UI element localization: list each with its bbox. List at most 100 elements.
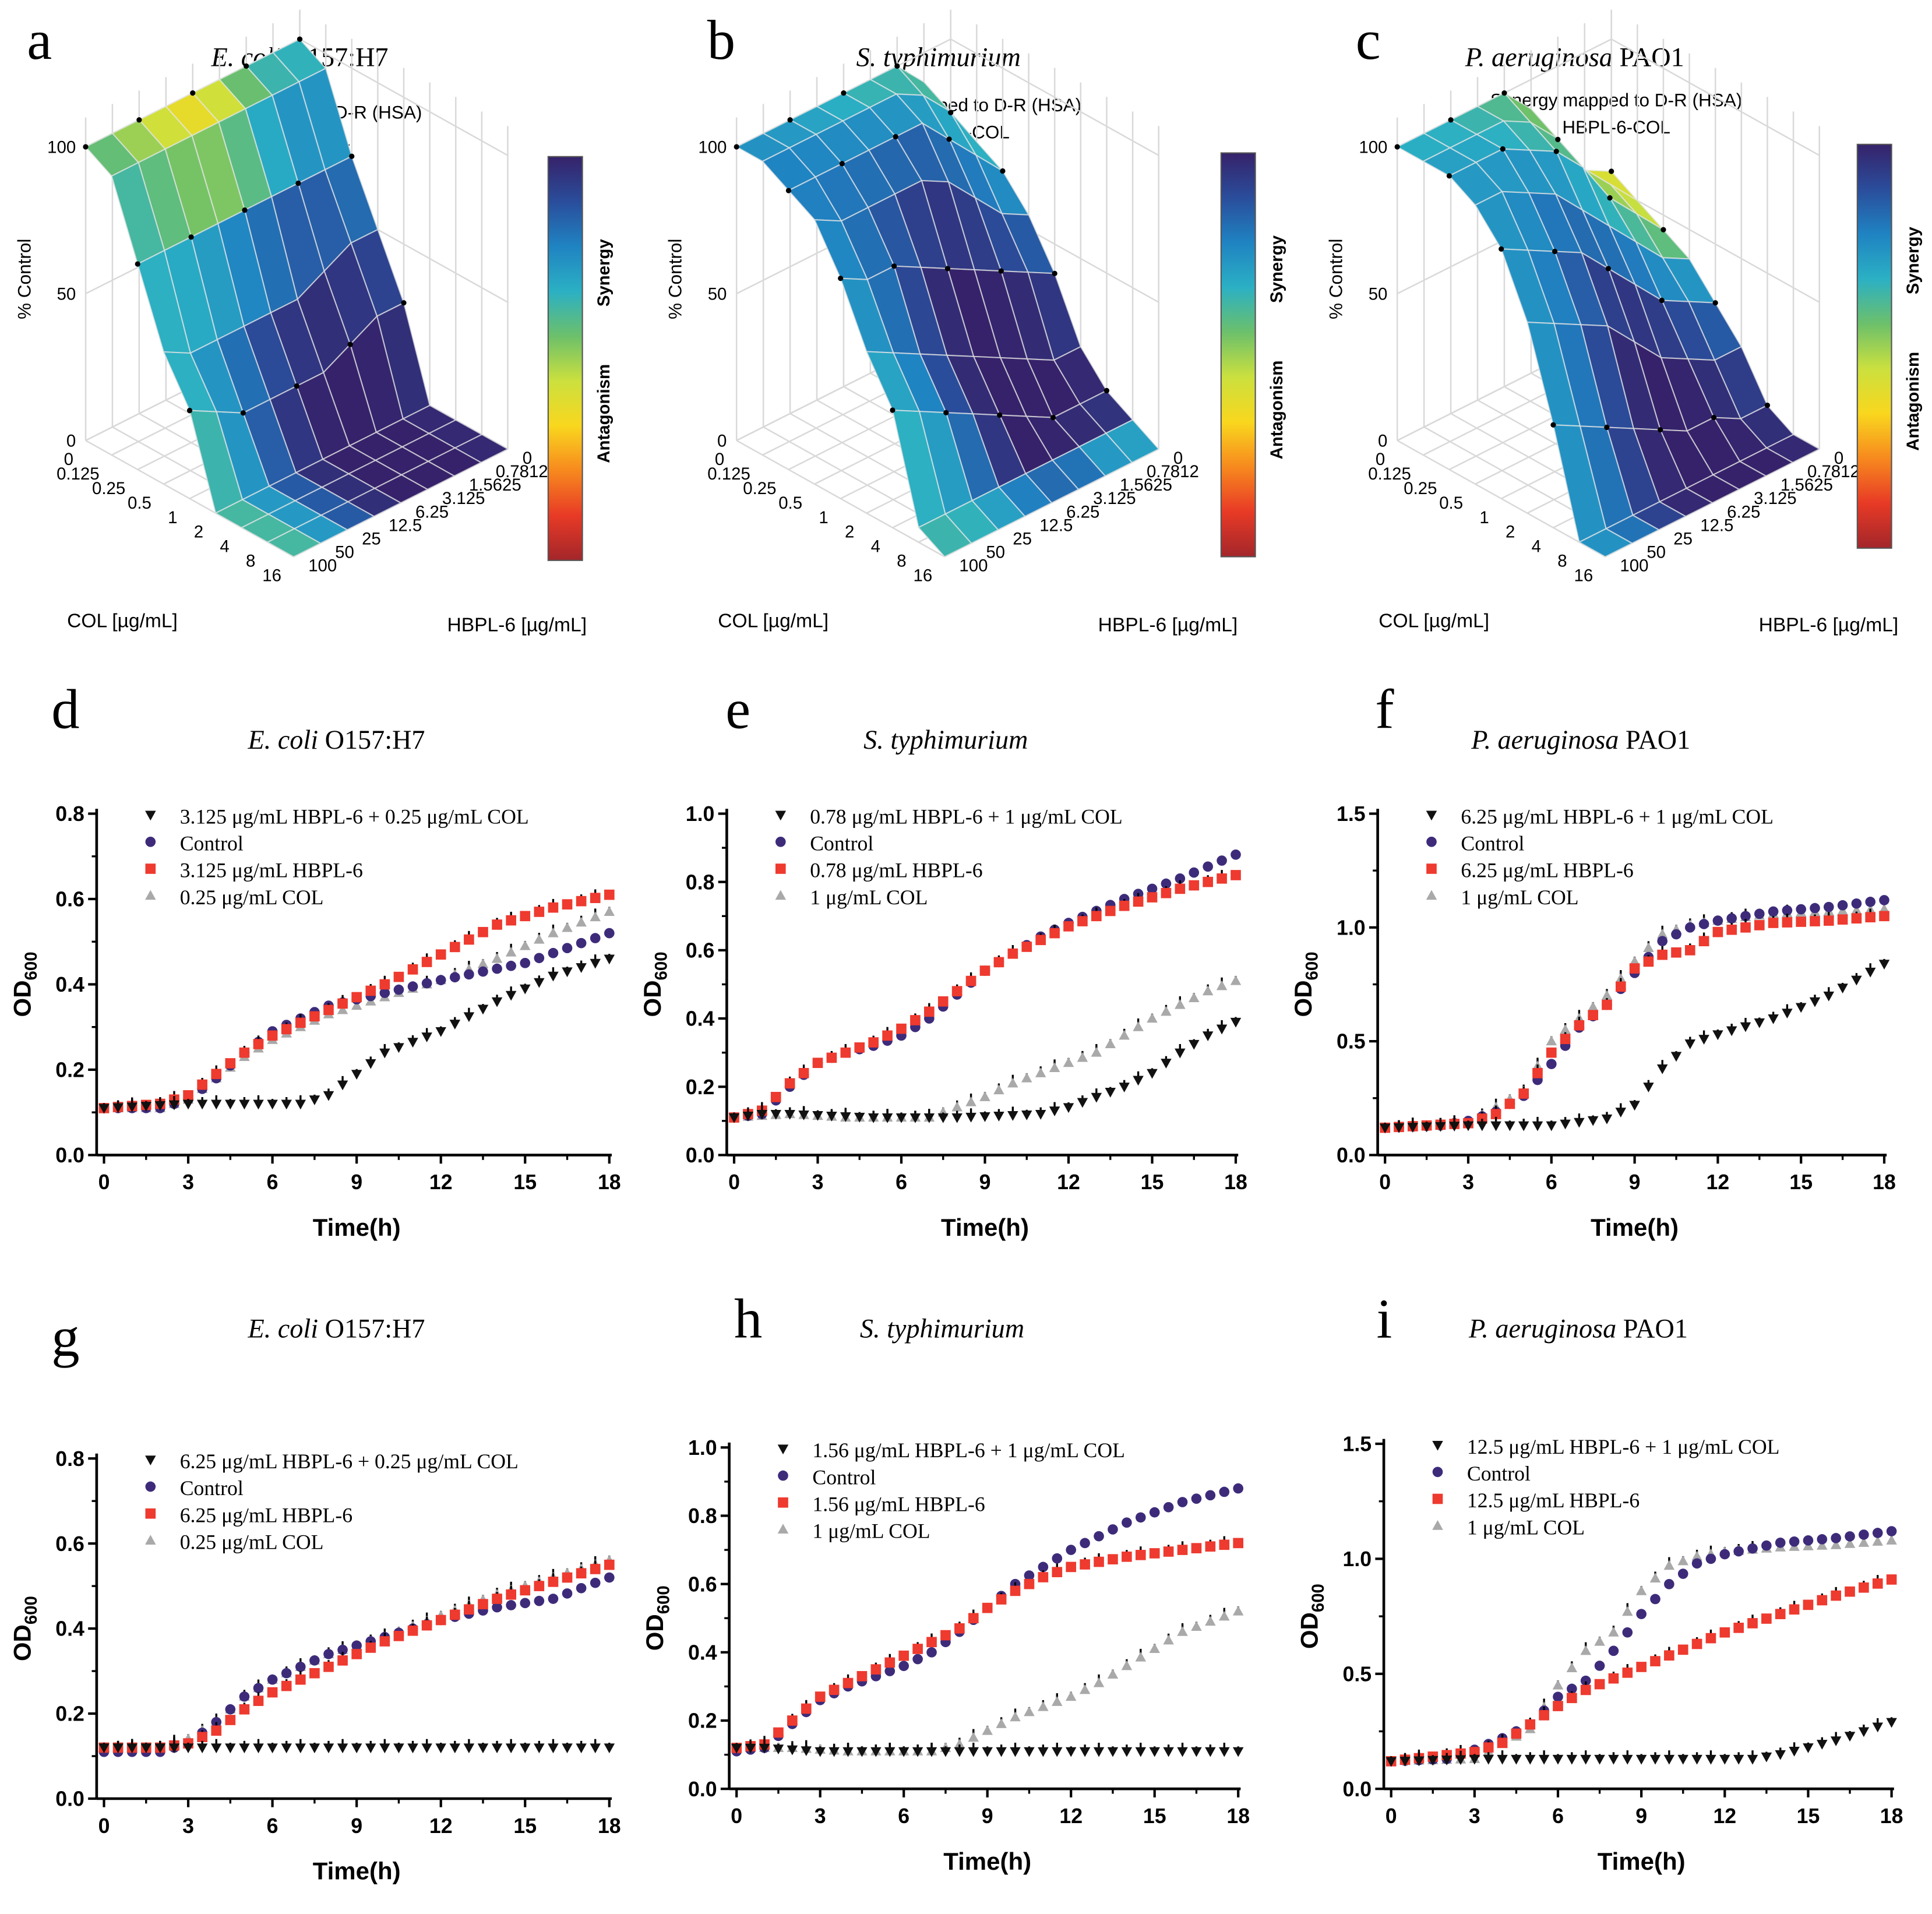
data-point-control: [1782, 905, 1793, 916]
data-point-hbpl: [253, 1039, 264, 1049]
data-point-hbpl: [868, 1037, 879, 1048]
data-point-col: [1643, 942, 1654, 953]
data-point-combo: [728, 1113, 740, 1123]
legend-marker-control: [778, 1470, 788, 1481]
data-point-hbpl: [576, 1568, 587, 1579]
data-point-control: [926, 1647, 937, 1658]
data-point-combo: [1546, 1121, 1557, 1132]
data-point-combo: [140, 1743, 152, 1754]
data-point-combo: [1691, 1754, 1702, 1765]
data-point-hbpl: [1483, 1742, 1494, 1753]
col-tick-label: 0.5: [778, 494, 802, 513]
data-point-hbpl: [1754, 920, 1765, 930]
panel-letter: h: [734, 1287, 762, 1349]
data-point-combo: [267, 1743, 278, 1754]
data-point-combo: [1497, 1754, 1508, 1765]
data-point-control: [520, 958, 531, 968]
data-point-col: [1024, 1706, 1035, 1716]
x-tick-label: 12: [1707, 1171, 1730, 1194]
data-point-combo: [1608, 1754, 1619, 1765]
y-tick-label: 0.8: [688, 1504, 717, 1528]
z-tick-label: 100: [698, 138, 727, 157]
data-point-combo: [815, 1747, 826, 1757]
data-point-col: [1560, 1024, 1571, 1034]
data-point-combo: [1775, 1750, 1786, 1760]
data-point-combo: [856, 1747, 868, 1757]
data-point-combo: [435, 1743, 446, 1754]
data-point-control: [421, 978, 432, 989]
data-point-hbpl: [1761, 1613, 1772, 1624]
hbpl-tick-label: 3.125: [1093, 489, 1136, 508]
data-point-combo: [98, 1104, 110, 1114]
data-point-combo: [548, 971, 559, 982]
data-point-combo: [1063, 1103, 1074, 1113]
data-point-col: [1007, 1077, 1018, 1088]
data-point-control: [562, 1588, 573, 1599]
x-axis-label: Time(h): [313, 1214, 401, 1241]
data-point-control: [1712, 915, 1723, 926]
data-point-combo: [1684, 1039, 1696, 1049]
x-tick-label: 3: [812, 1171, 824, 1194]
data-point-control: [576, 1582, 587, 1594]
data-point-combo: [112, 1103, 124, 1113]
data-point-hbpl: [1580, 1684, 1591, 1696]
data-point-combo: [1538, 1754, 1550, 1765]
data-point-col: [604, 906, 615, 917]
data-point-combo: [1872, 1722, 1884, 1733]
x-tick-label: 18: [1226, 1804, 1250, 1828]
data-point-col: [1163, 1634, 1174, 1645]
data-point-control: [337, 1644, 348, 1655]
data-point-control: [1094, 1531, 1104, 1542]
data-point-combo: [295, 1743, 306, 1754]
data-point-combo: [604, 954, 615, 965]
data-point-combo: [1803, 1743, 1814, 1753]
data-point-col: [1622, 1606, 1633, 1616]
data-point-hbpl: [1161, 887, 1172, 898]
data-point-combo: [1469, 1754, 1480, 1765]
z-tick-label: 0: [66, 432, 76, 451]
y-tick-label: 1.5: [1342, 1433, 1372, 1456]
data-point-combo: [731, 1743, 742, 1754]
data-point-hbpl: [910, 1015, 921, 1025]
data-point-control: [1726, 913, 1737, 923]
series-col: [98, 906, 615, 1112]
data-point-col: [1010, 1711, 1021, 1722]
legend: 0.78 μg/mL HBPL-6 + 1 μg/mL COL Control 0.…: [775, 805, 1123, 909]
growth-chart-i: i P. aeruginosa PAO1 0 3 6 9 12 15 18 0.0 0.5 1.0 1.…: [1296, 1287, 1903, 1875]
data-point-combo: [868, 1113, 879, 1123]
legend-label-combo: 3.125 μg/mL HBPL-6 + 0.25 μg/mL COL: [180, 805, 529, 828]
data-point-control: [1845, 1531, 1855, 1542]
data-point-combo: [182, 1743, 194, 1754]
surface-node: [1000, 168, 1006, 174]
data-point-control: [1754, 908, 1765, 919]
data-point-col: [1035, 1067, 1046, 1077]
data-point-combo: [225, 1099, 236, 1110]
data-point-hbpl: [267, 1030, 278, 1041]
data-point-hbpl: [407, 1625, 418, 1636]
data-point-combo: [787, 1745, 798, 1756]
x-tick-label: 3: [182, 1814, 194, 1838]
col-tick-label: 0.25: [1404, 479, 1437, 498]
data-point-col: [1587, 1001, 1599, 1011]
data-point-hbpl: [506, 1589, 516, 1600]
data-point-combo: [937, 1113, 949, 1123]
data-point-combo: [548, 1743, 559, 1754]
data-point-combo: [1163, 1747, 1174, 1757]
data-point-control: [1038, 1561, 1049, 1573]
y-tick-label: 0.2: [55, 1702, 84, 1726]
data-point-combo: [477, 1743, 489, 1754]
organism-strain: PAO1: [1616, 1313, 1688, 1343]
data-point-control: [1163, 1502, 1174, 1513]
data-point-combo: [210, 1743, 222, 1754]
data-point-control: [1205, 1490, 1216, 1501]
data-point-col: [351, 1000, 362, 1010]
data-point-hbpl: [1205, 1541, 1216, 1552]
hbpl-tick-label: 12.5: [1700, 516, 1733, 535]
panel-title: P. aeruginosa PAO1: [1471, 725, 1690, 755]
data-point-col: [534, 933, 545, 944]
data-point-combo: [1413, 1756, 1425, 1767]
surface-node: [943, 410, 949, 415]
data-point-combo: [982, 1747, 993, 1757]
data-point-combo: [773, 1744, 784, 1755]
data-point-combo: [267, 1099, 278, 1110]
